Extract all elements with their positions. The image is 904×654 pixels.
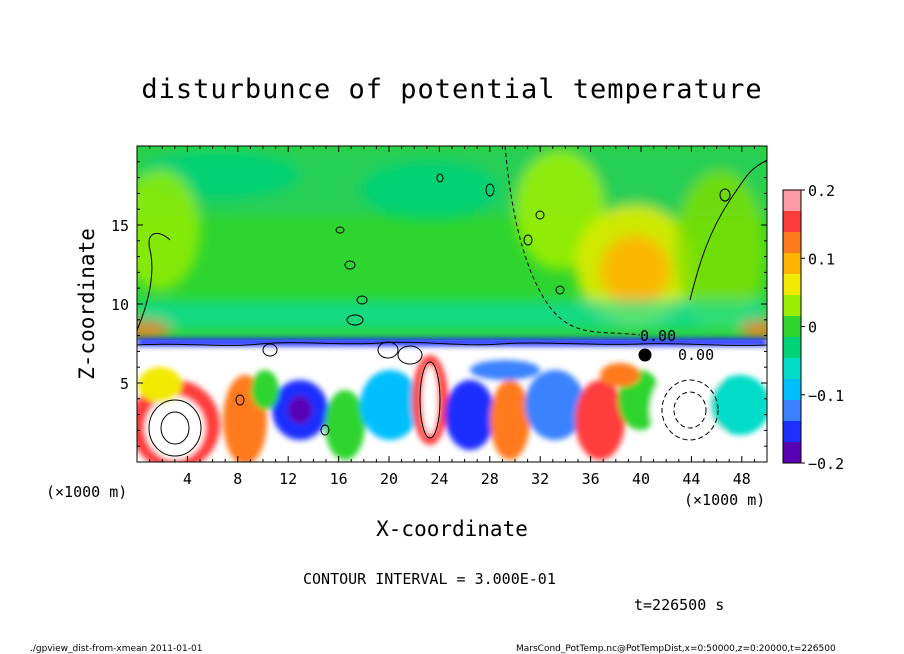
colorbar-segment <box>783 274 801 296</box>
colorbar-segment <box>783 295 801 317</box>
x-tick-label: 28 <box>481 470 499 488</box>
x-tick-label: 32 <box>531 470 549 488</box>
y-axis-label: Z-coordinate <box>75 228 99 380</box>
x-tick-label: 44 <box>682 470 700 488</box>
colorbar-tick-label: −0.1 <box>808 387 844 405</box>
x-axis: 4 8 12 16 20 24 28 32 36 40 44 48 <box>149 146 755 488</box>
x-tick-label: 36 <box>582 470 600 488</box>
y-axis: 5 10 15 <box>111 161 767 447</box>
colorbar-segment <box>783 358 801 380</box>
colorbar-segment <box>783 400 801 422</box>
x-tick-label: 48 <box>733 470 751 488</box>
contour-label: 0.00 <box>678 346 714 364</box>
x-tick-label: 20 <box>380 470 398 488</box>
colorbar-tick-label: 0.2 <box>808 182 835 200</box>
colorbar: 0.2 0.1 0 −0.1 −0.2 <box>782 182 844 473</box>
heatmap-field <box>137 146 767 462</box>
time-text: t=226500 s <box>634 596 724 614</box>
x-tick-label: 40 <box>632 470 650 488</box>
colorbar-tick-label: 0 <box>808 319 817 337</box>
colorbar-segment <box>783 232 801 254</box>
colorbar-segment <box>783 337 801 359</box>
colorbar-segment <box>783 253 801 275</box>
x-axis-label: X-coordinate <box>376 517 528 541</box>
footer-right: MarsCond_PotTemp.nc@PotTempDist,x=0:5000… <box>516 644 836 654</box>
y-tick-label: 10 <box>111 296 129 314</box>
x-tick-label: 24 <box>430 470 448 488</box>
x-axis-unit: (×1000 m) <box>684 491 765 509</box>
colorbar-tick-label: 0.1 <box>808 250 835 268</box>
y-tick-label: 5 <box>120 375 129 393</box>
colorbar-segment <box>783 190 801 212</box>
colorbar-segment <box>783 442 801 464</box>
x-tick-label: 4 <box>183 470 192 488</box>
x-tick-label: 8 <box>233 470 242 488</box>
x-tick-label: 12 <box>279 470 297 488</box>
colorbar-segment <box>783 211 801 233</box>
contour-label: 0.00 <box>640 327 676 345</box>
chart-title: disturbunce of potential temperature <box>141 74 763 105</box>
contour-interval-text: CONTOUR INTERVAL = 3.000E-01 <box>303 570 556 588</box>
y-tick-label: 15 <box>111 217 129 235</box>
y-axis-unit: (×1000 m) <box>46 483 127 501</box>
colorbar-tick-label: −0.2 <box>808 455 844 473</box>
footer-left: ./gpview_dist-from-xmean 2011-01-01 <box>30 644 202 654</box>
colorbar-segment <box>783 316 801 338</box>
colorbar-segment <box>783 379 801 401</box>
x-tick-label: 16 <box>330 470 348 488</box>
colorbar-segment <box>783 421 801 443</box>
